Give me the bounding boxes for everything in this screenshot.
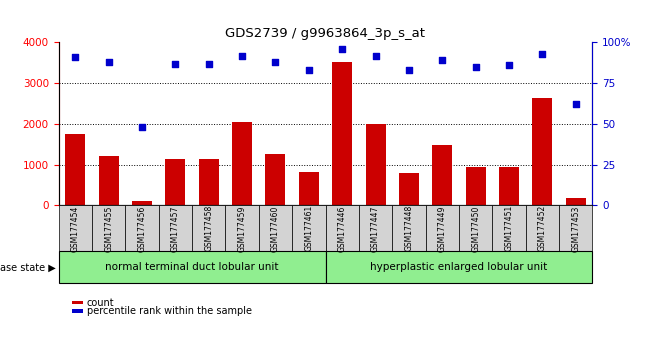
Text: GSM177455: GSM177455 — [104, 205, 113, 252]
Text: GSM177460: GSM177460 — [271, 205, 280, 252]
Text: GSM177448: GSM177448 — [404, 205, 413, 251]
Text: GSM177458: GSM177458 — [204, 205, 214, 251]
Bar — [299, 172, 319, 205]
Point — [204, 61, 214, 67]
Bar — [232, 122, 252, 205]
Text: GSM177452: GSM177452 — [538, 205, 547, 251]
Point — [404, 67, 414, 73]
Bar — [65, 134, 85, 205]
Point — [337, 46, 348, 52]
Text: GSM177450: GSM177450 — [471, 205, 480, 252]
Bar — [132, 201, 152, 205]
Bar — [165, 159, 186, 205]
Text: GSM177451: GSM177451 — [505, 205, 514, 251]
Text: GSM177447: GSM177447 — [371, 205, 380, 252]
Point — [303, 67, 314, 73]
Bar — [199, 159, 219, 205]
Point — [471, 64, 481, 70]
Bar — [566, 198, 586, 205]
Point — [270, 59, 281, 65]
Bar — [99, 156, 118, 205]
Bar — [432, 145, 452, 205]
Text: normal terminal duct lobular unit: normal terminal duct lobular unit — [105, 262, 279, 272]
Bar — [399, 173, 419, 205]
Text: GSM177457: GSM177457 — [171, 205, 180, 252]
Bar — [266, 154, 285, 205]
Text: GSM177449: GSM177449 — [437, 205, 447, 252]
Point — [170, 61, 180, 67]
Bar — [533, 98, 552, 205]
Text: GSM177446: GSM177446 — [338, 205, 347, 252]
Text: GSM177456: GSM177456 — [137, 205, 146, 252]
Point — [504, 62, 514, 68]
Text: hyperplastic enlarged lobular unit: hyperplastic enlarged lobular unit — [370, 262, 547, 272]
Title: GDS2739 / g9963864_3p_s_at: GDS2739 / g9963864_3p_s_at — [225, 27, 426, 40]
Text: GSM177453: GSM177453 — [571, 205, 580, 252]
Text: count: count — [87, 297, 114, 308]
Text: percentile rank within the sample: percentile rank within the sample — [87, 306, 251, 316]
Bar — [465, 167, 486, 205]
Point — [537, 51, 547, 57]
Text: disease state ▶: disease state ▶ — [0, 262, 55, 272]
Bar — [332, 62, 352, 205]
Text: GSM177461: GSM177461 — [304, 205, 313, 251]
Point — [370, 53, 381, 58]
Point — [437, 58, 447, 63]
Point — [570, 102, 581, 107]
Point — [70, 54, 81, 60]
Text: GSM177454: GSM177454 — [71, 205, 80, 252]
Text: GSM177459: GSM177459 — [238, 205, 247, 252]
Point — [104, 59, 114, 65]
Point — [237, 53, 247, 58]
Bar — [499, 167, 519, 205]
Point — [137, 124, 147, 130]
Bar — [365, 124, 385, 205]
